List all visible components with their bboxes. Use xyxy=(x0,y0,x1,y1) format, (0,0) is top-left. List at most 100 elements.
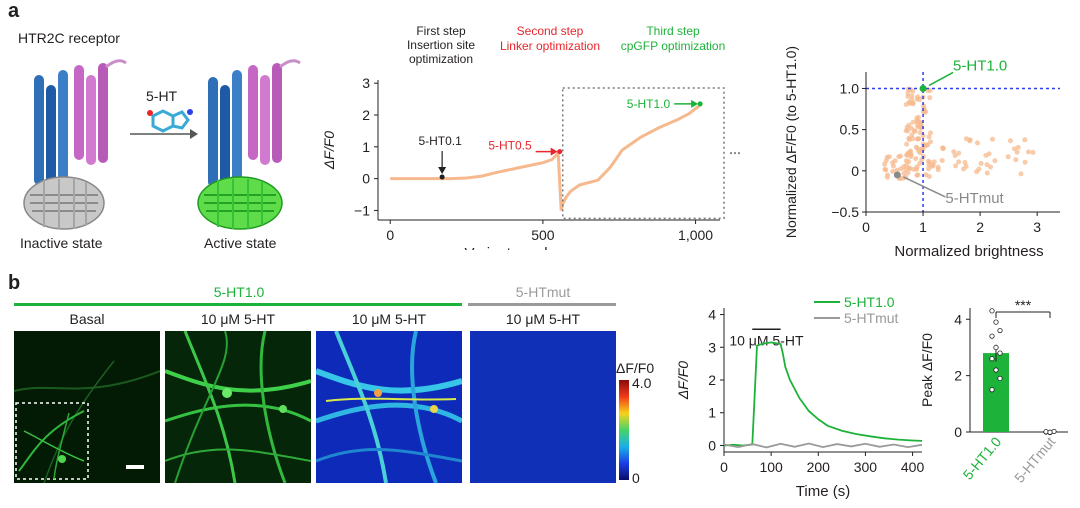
scatter-point xyxy=(992,158,998,164)
serotonin-molecule-icon xyxy=(147,109,193,133)
scatter-point xyxy=(1022,137,1028,143)
active-receptor-illustration xyxy=(197,59,301,230)
x-tick-label: 1 xyxy=(919,219,927,235)
scatter-point xyxy=(904,152,910,158)
scatter-point xyxy=(927,95,933,101)
ligand-label: 5-HT xyxy=(146,88,178,104)
scatter-point xyxy=(984,170,990,176)
scatter-point xyxy=(894,167,900,173)
activation-arrow-icon xyxy=(130,129,198,139)
y-tick-label: 2 xyxy=(708,372,716,388)
x-tick-label: 0 xyxy=(386,227,394,243)
scatter-point xyxy=(1008,138,1013,144)
scatter-point xyxy=(917,97,923,103)
scatter-point xyxy=(906,159,912,165)
scatter-point xyxy=(988,164,993,170)
scatter-point xyxy=(976,166,982,172)
scatter-point xyxy=(984,162,990,168)
step-2-line2: Linker optimization xyxy=(499,39,601,53)
scatter-point xyxy=(1014,149,1020,155)
group-green-label: 5-HT1.0 xyxy=(213,284,265,300)
x-axis-label: Normalized brightness xyxy=(894,243,1043,260)
data-point-5-HT1.0 xyxy=(989,333,995,339)
arrowhead-5ht05 xyxy=(550,147,558,156)
stimulated-neurons-image xyxy=(164,330,312,484)
colorbar-max: 4.0 xyxy=(632,375,652,391)
highlight-point-5ht05 xyxy=(557,149,563,155)
y-tick-label: 2 xyxy=(362,107,370,123)
scatter-point xyxy=(951,149,957,155)
scatter-point xyxy=(928,130,933,136)
x-tick-label: 3 xyxy=(1033,219,1041,235)
data-point-5-HT1.0 xyxy=(993,344,999,351)
scatter-point xyxy=(904,141,910,147)
x-axis-label: Variant numbers xyxy=(465,245,574,250)
scatter-point xyxy=(926,174,932,179)
zoom-box xyxy=(561,87,725,220)
cpgfp-barrel-green xyxy=(197,176,283,230)
colorbar-title: ΔF/F0 xyxy=(616,360,655,376)
y-tick-label: 3 xyxy=(708,339,716,355)
scatter-point xyxy=(931,159,937,165)
scatter-point xyxy=(883,158,889,164)
data-point-5-HTmut xyxy=(1047,429,1053,435)
scatter-point xyxy=(917,130,923,136)
label-5ht10: 5-HT1.0 xyxy=(953,57,1007,74)
scatter-point xyxy=(919,146,925,152)
data-point-5-HT1.0 xyxy=(993,319,999,325)
highlight-point-5ht10 xyxy=(697,101,703,107)
receptor-helices-blue xyxy=(34,70,68,190)
x-tick-label: 0 xyxy=(720,459,728,475)
image-label-5ht: 10 μM 5-HT xyxy=(200,311,276,327)
y-tick-label: 2 xyxy=(954,368,962,384)
scatter-point xyxy=(901,171,907,176)
scatter-point xyxy=(923,142,929,148)
x-axis-label: Time (s) xyxy=(796,483,850,500)
x-tick-label: 500 xyxy=(531,227,555,243)
y-tick-label: 1 xyxy=(362,139,370,155)
step-1-line3: optimization xyxy=(408,52,474,66)
y-tick-label: 1 xyxy=(708,405,716,421)
scatter-point xyxy=(956,159,962,165)
scatter-point xyxy=(1018,171,1024,177)
y-tick-label: 1.0 xyxy=(840,80,860,96)
scatter-point xyxy=(915,136,921,142)
y-tick-label: 0 xyxy=(362,171,370,187)
scatter-point xyxy=(952,153,958,159)
arrow-5htmut xyxy=(903,176,946,198)
pseudocolor-micrograph xyxy=(314,330,464,484)
scatter-point xyxy=(913,144,919,150)
group-green-line xyxy=(14,303,462,306)
x-tick-label: 100 xyxy=(759,459,783,475)
scatter-point xyxy=(1013,157,1019,163)
time-course-chart: 0 1 2 3 4 0 100 200 300 400 Time (s) ΔF/F0 10 μM 5-H… xyxy=(675,294,924,500)
scatter-point xyxy=(913,156,919,162)
scatter-point xyxy=(903,102,909,107)
y-tick-label: 4 xyxy=(954,311,962,327)
scatter-point xyxy=(975,140,980,146)
pseudocolor-neurons-image xyxy=(314,330,464,484)
significance-label: *** xyxy=(1015,297,1032,313)
y-axis-label: Peak ΔF/F0 xyxy=(919,333,935,407)
scatter-point xyxy=(1011,146,1017,152)
scatter-point xyxy=(905,128,911,134)
y-tick-label: −0.5 xyxy=(831,204,859,220)
scatter-point xyxy=(939,158,945,163)
step-2-header: Second step Linker optimization xyxy=(490,24,610,54)
scatter-point xyxy=(882,166,888,172)
step-3-header: Third step cpGFP optimization xyxy=(608,24,738,54)
x-tick-label-5-HTmut: 5-HTmut xyxy=(1011,434,1058,486)
step-1-line2: Insertion site xyxy=(406,38,476,52)
colorbar-min: 0 xyxy=(632,470,640,486)
highlight-point-5ht01 xyxy=(439,174,445,180)
scatter-point xyxy=(926,134,932,140)
variant-screening-chart: −1 0 1 2 3 0 500 1,000 ΔF/F0 Variant numbers 5-HT0… xyxy=(321,75,740,250)
scatter-point xyxy=(978,161,984,166)
scatter-point xyxy=(886,154,892,160)
scatter-point xyxy=(956,150,962,156)
scatter-point xyxy=(961,166,967,172)
data-point-5-HT1.0 xyxy=(997,327,1003,334)
x-tick-label: 1,000 xyxy=(678,227,713,243)
arrow-5ht10 xyxy=(928,71,954,87)
scatter-point xyxy=(905,170,911,176)
